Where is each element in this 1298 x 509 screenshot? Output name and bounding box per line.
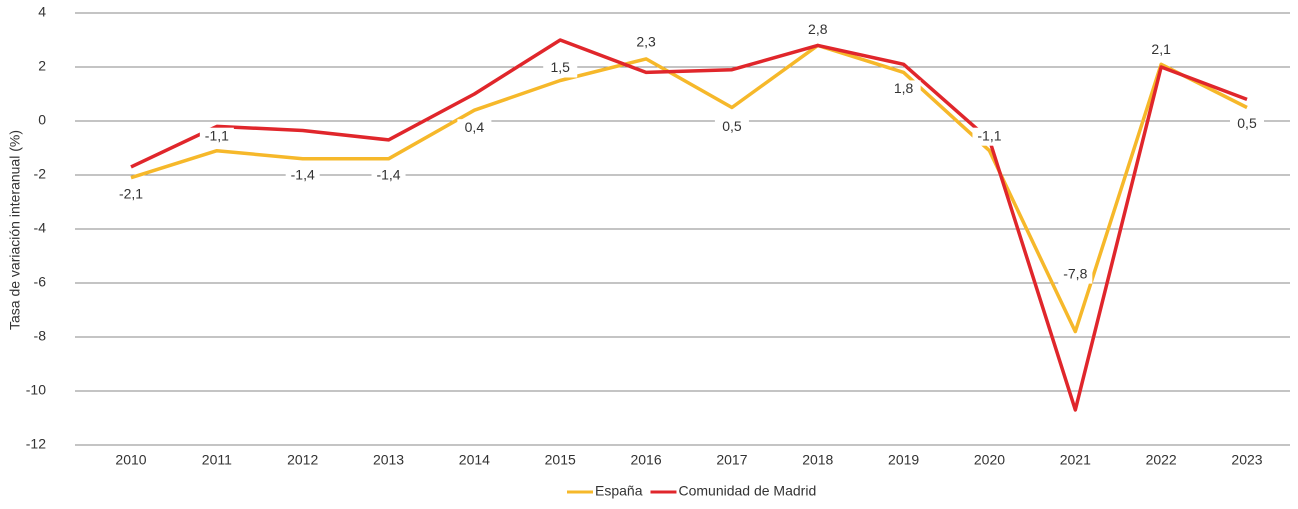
- data-label: 1,5: [550, 59, 570, 75]
- label-bg: [1144, 41, 1179, 60]
- data-label: -1,4: [291, 167, 315, 183]
- data-label: -1,4: [376, 167, 400, 183]
- data-label: 0,4: [465, 119, 485, 135]
- x-tick-label: 2020: [974, 452, 1005, 468]
- label-bg: [972, 127, 1007, 146]
- y-tick-label: 0: [38, 112, 46, 128]
- y-axis-label: Tasa de variación interanual (%): [7, 130, 23, 330]
- label-bg: [199, 127, 234, 146]
- x-tick-label: 2012: [287, 452, 318, 468]
- data-label: 2,8: [808, 21, 828, 37]
- y-tick-label: -8: [34, 328, 47, 344]
- data-label: -1,1: [977, 127, 1001, 143]
- data-label: 0,5: [722, 118, 742, 134]
- series-line: [130, 43, 1248, 334]
- label-bg: [629, 33, 664, 52]
- legend-label: Comunidad de Madrid: [678, 483, 816, 499]
- y-tick-label: -6: [34, 274, 47, 290]
- label-bg: [457, 119, 492, 138]
- label-bg: [285, 166, 320, 185]
- x-tick-label: 2011: [202, 452, 232, 468]
- x-tick-label: 2016: [630, 452, 661, 468]
- label-bg: [114, 185, 148, 204]
- data-label: -1,1: [205, 127, 229, 143]
- data-label: 2,1: [1151, 41, 1171, 57]
- label-bg: [1058, 265, 1093, 284]
- y-tick-label: 4: [38, 4, 46, 20]
- x-tick-label: 2015: [545, 452, 576, 468]
- x-tick-label: 2019: [888, 452, 919, 468]
- y-tick-label: -10: [26, 382, 46, 398]
- label-bg: [800, 21, 835, 40]
- x-tick-label: 2013: [373, 452, 404, 468]
- y-tick-label: -2: [34, 166, 47, 182]
- label-bg: [886, 80, 921, 99]
- label-bg: [543, 59, 578, 78]
- x-tick-label: 2010: [115, 452, 146, 468]
- y-tick-label: -12: [26, 436, 46, 452]
- x-tick-label: 2023: [1231, 452, 1262, 468]
- label-bg: [371, 166, 406, 185]
- data-label: 2,3: [636, 34, 656, 50]
- y-tick-label: 2: [38, 58, 46, 74]
- data-label: -2,1: [119, 185, 143, 201]
- x-tick-label: 2017: [716, 452, 747, 468]
- data-label: 0,5: [1237, 115, 1257, 131]
- x-tick-label: 2022: [1146, 452, 1177, 468]
- label-bg: [714, 118, 749, 137]
- x-tick-label: 2021: [1060, 452, 1091, 468]
- data-label: 1,8: [894, 80, 914, 96]
- y-tick-label: -4: [34, 220, 47, 236]
- x-tick-label: 2018: [802, 452, 833, 468]
- legend-label: España: [595, 483, 643, 499]
- label-bg: [1230, 115, 1264, 134]
- series-line: [130, 38, 1248, 412]
- x-tick-label: 2014: [459, 452, 490, 468]
- data-label: -7,8: [1063, 265, 1087, 281]
